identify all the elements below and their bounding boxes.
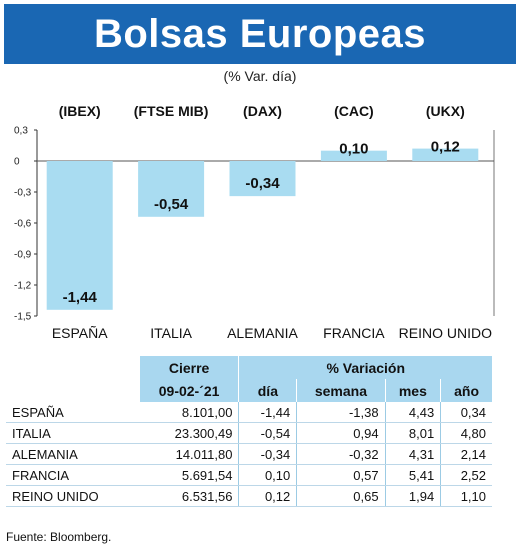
source-note: Fuente: Bloomberg. <box>6 530 112 544</box>
data-label: -0,34 <box>245 175 280 192</box>
bar-chart: 0,3 0 -0,3 -0,6 -0,9 -1,2 -1,5 (IBEX) ESPAÑA -1,4… <box>14 103 495 341</box>
data-label: 0,12 <box>431 139 460 156</box>
header-date: 09-02-´21 <box>139 379 239 402</box>
bar-españa <box>46 161 113 310</box>
y-tick-label: 0,3 <box>14 126 28 137</box>
row-name: FRANCIA <box>6 464 140 486</box>
row-semana: -1,38 <box>296 402 386 423</box>
row-anio: 2,52 <box>440 464 492 486</box>
table-row: REINO UNIDO 6.531,56 0,12 0,65 1,94 1,10 <box>6 485 492 507</box>
row-semana: 0,94 <box>296 422 386 444</box>
y-tick-label: -1,5 <box>14 312 32 323</box>
row-name: ESPAÑA <box>6 402 140 423</box>
row-anio: 0,34 <box>440 402 492 423</box>
table-row: ALEMANIA 14.011,80 -0,34 -0,32 4,31 2,14 <box>6 443 492 465</box>
bar-italia <box>138 161 205 217</box>
title-banner: Bolsas Europeas <box>4 4 516 64</box>
bar-alemania <box>229 161 296 197</box>
header-variacion: % Variación <box>238 356 492 379</box>
y-tick-label: -0,3 <box>14 188 32 199</box>
row-dia: -0,34 <box>238 443 297 465</box>
bar-francia <box>320 150 387 161</box>
row-cierre: 5.691,54 <box>139 464 239 486</box>
bar-reino-unido <box>412 148 479 161</box>
row-anio: 4,80 <box>440 422 492 444</box>
header-cierre: Cierre <box>139 356 239 379</box>
table-row: ITALIA 23.300,49 -0,54 0,94 8,01 4,80 <box>6 422 492 444</box>
row-semana: 0,65 <box>296 485 386 507</box>
y-tick-label: 0 <box>14 157 20 168</box>
category-label: REINO UNIDO <box>399 325 492 341</box>
header-anio: año <box>440 379 492 402</box>
category-label: FRANCIA <box>323 325 385 341</box>
header-dia: día <box>238 379 297 402</box>
index-label: (CAC) <box>334 103 374 119</box>
index-label: (UKX) <box>426 103 465 119</box>
row-dia: -1,44 <box>238 402 297 423</box>
row-mes: 4,43 <box>384 402 441 423</box>
page-title: Bolsas Europeas <box>93 11 427 56</box>
row-anio: 1,10 <box>440 485 492 507</box>
header-semana: semana <box>296 379 386 402</box>
y-tick-label: -0,6 <box>14 219 32 230</box>
index-label: (DAX) <box>243 103 282 119</box>
data-label: -1,44 <box>63 289 98 306</box>
data-label: -0,54 <box>154 196 189 213</box>
row-anio: 2,14 <box>440 443 492 465</box>
row-mes: 4,31 <box>384 443 441 465</box>
category-label: ALEMANIA <box>227 325 298 341</box>
row-cierre: 8.101,00 <box>139 402 239 423</box>
header-mes: mes <box>384 379 441 402</box>
row-cierre: 23.300,49 <box>139 422 239 444</box>
category-label: ITALIA <box>150 325 192 341</box>
chart-subtitle: (% Var. día) <box>223 68 297 84</box>
row-name: ITALIA <box>6 422 140 444</box>
index-label: (FTSE MIB) <box>134 103 209 119</box>
row-mes: 1,94 <box>384 485 441 507</box>
y-tick-label: -1,2 <box>14 281 32 292</box>
category-label: ESPAÑA <box>52 325 108 341</box>
row-cierre: 14.011,80 <box>139 443 239 465</box>
table-row: ESPAÑA 8.101,00 -1,44 -1,38 4,43 0,34 <box>6 402 492 423</box>
data-label: 0,10 <box>339 141 368 158</box>
row-semana: -0,32 <box>296 443 386 465</box>
row-name: REINO UNIDO <box>6 485 140 507</box>
markets-table: Cierre % Variación 09-02-´21 día semana … <box>6 356 492 507</box>
row-mes: 5,41 <box>384 464 441 486</box>
index-label: (IBEX) <box>59 103 101 119</box>
row-semana: 0,57 <box>296 464 386 486</box>
row-dia: 0,12 <box>238 485 297 507</box>
row-name: ALEMANIA <box>6 443 140 465</box>
row-dia: 0,10 <box>238 464 297 486</box>
row-dia: -0,54 <box>238 422 297 444</box>
row-mes: 8,01 <box>384 422 441 444</box>
y-tick-label: -0,9 <box>14 250 32 261</box>
row-cierre: 6.531,56 <box>139 485 239 507</box>
table-row: FRANCIA 5.691,54 0,10 0,57 5,41 2,52 <box>6 464 492 486</box>
